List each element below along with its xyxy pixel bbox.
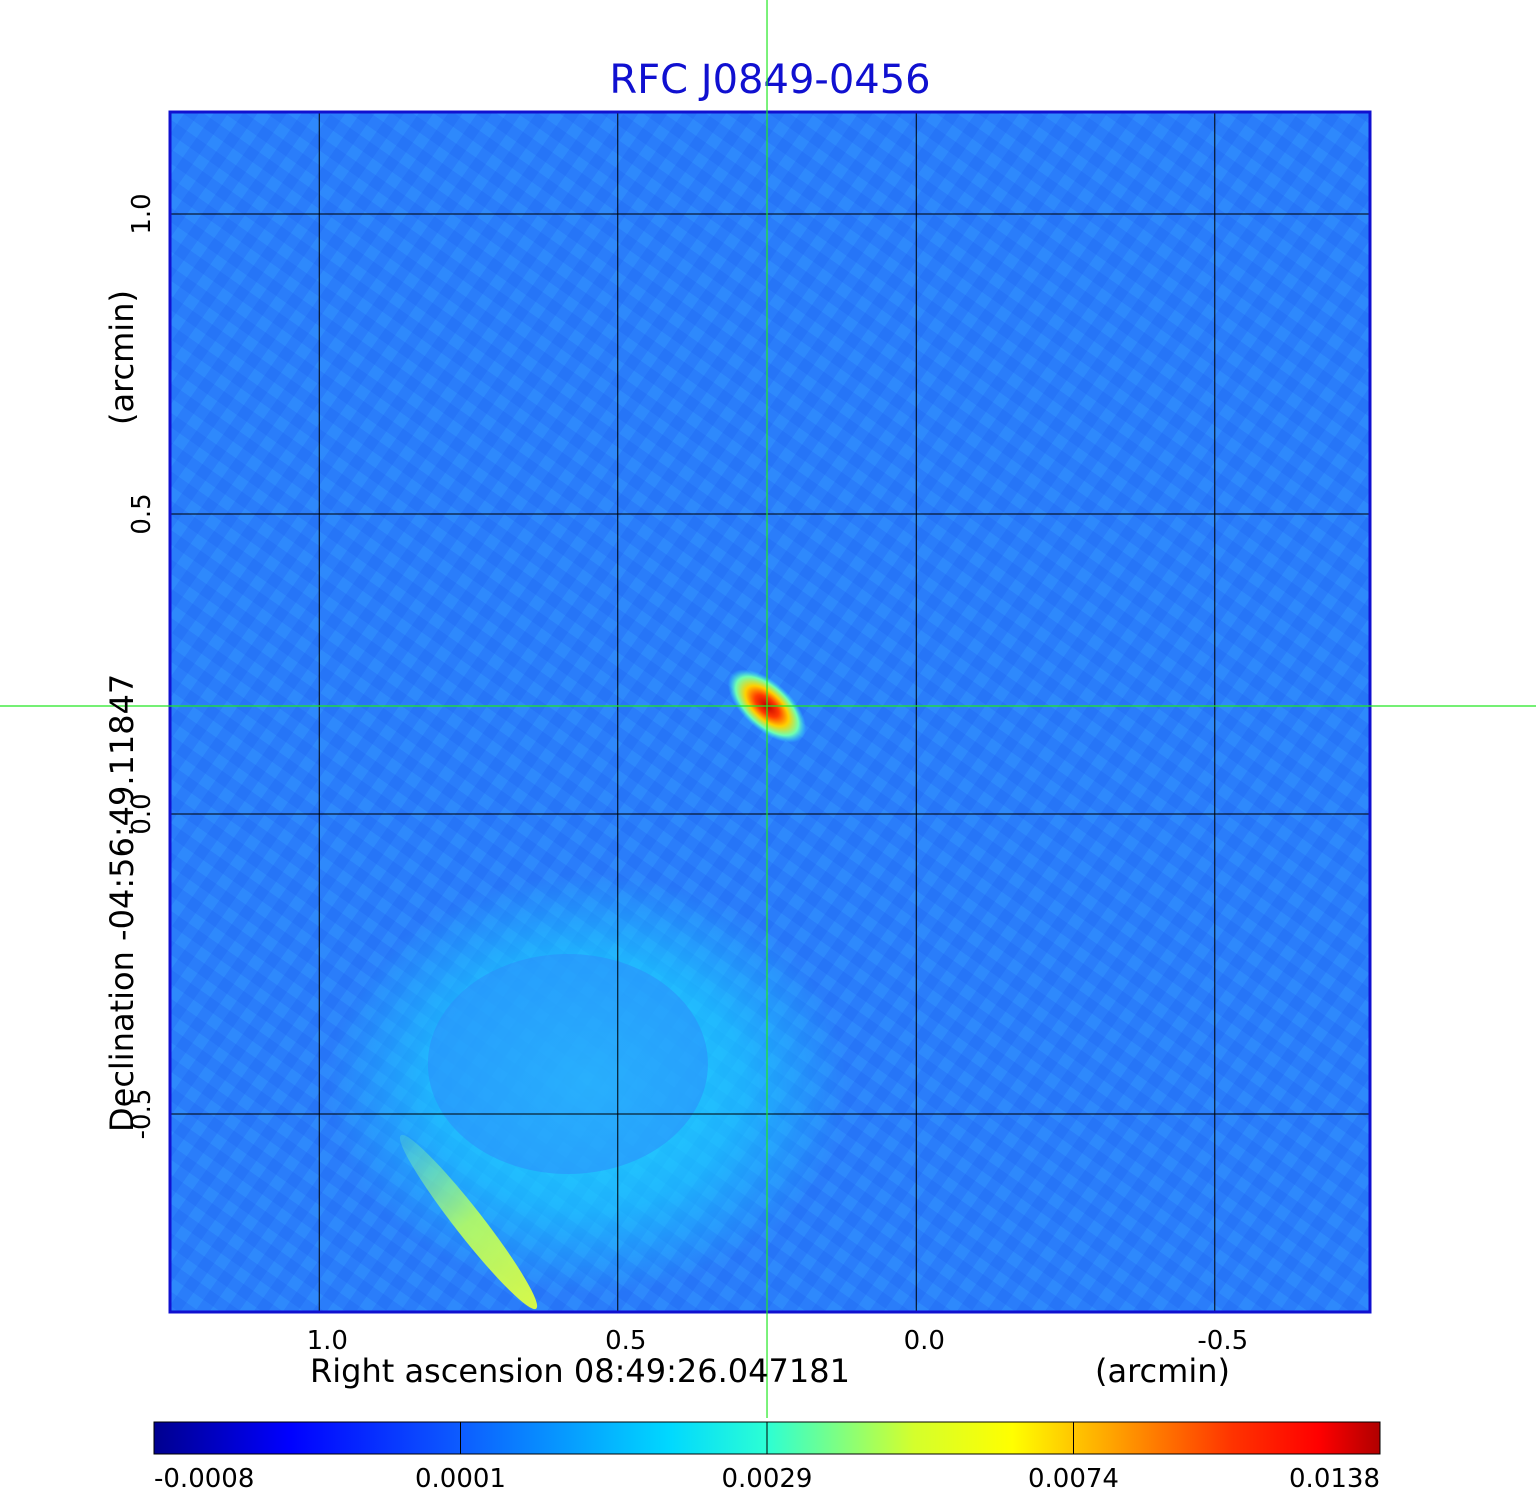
crosshair — [0, 0, 1536, 1418]
y-tick-label: 1.0 — [127, 193, 157, 234]
colorbar-tick-label: -0.0008 — [154, 1464, 254, 1494]
y-axis-unit: (arcmin) — [103, 290, 141, 425]
x-tick-label: 0.5 — [605, 1326, 646, 1356]
colorbar-ticks: -0.0008 0.0001 0.0029 0.0074 0.0138 — [153, 1422, 1381, 1494]
grid-lines — [170, 112, 1370, 1312]
x-tick-labels: 1.0 0.5 0.0 -0.5 — [307, 1326, 1249, 1356]
y-tick-label: 0.5 — [127, 493, 157, 534]
y-tick-label: -0.5 — [127, 1089, 157, 1140]
image-layer — [170, 112, 1370, 1312]
jet-streak — [399, 1134, 538, 1310]
x-tick-label: 0.0 — [904, 1326, 945, 1356]
extended-emission-hole — [427, 954, 708, 1174]
y-tick-label: 0.0 — [127, 793, 157, 834]
colorbar-tick-label: 0.0138 — [1289, 1464, 1380, 1494]
colorbar-tick-label: 0.0029 — [722, 1464, 813, 1494]
emission-features — [327, 669, 848, 1310]
chart-title: RFC J0849-0456 — [609, 57, 930, 103]
plot-frame — [168, 110, 1372, 1314]
y-axis-label: Declination -04:56:49.11847 — [103, 674, 141, 1132]
x-axis-unit: (arcmin) — [1095, 1352, 1230, 1390]
colorbar-tick-label: 0.0001 — [415, 1464, 506, 1494]
x-tick-label: 1.0 — [307, 1326, 348, 1356]
x-axis-label: Right ascension 08:49:26.047181 — [310, 1352, 850, 1390]
x-tick-label: -0.5 — [1197, 1326, 1248, 1356]
colorbar-tick-label: 0.0074 — [1028, 1464, 1119, 1494]
y-tick-labels: 1.0 0.5 0.0 -0.5 — [127, 193, 157, 1139]
